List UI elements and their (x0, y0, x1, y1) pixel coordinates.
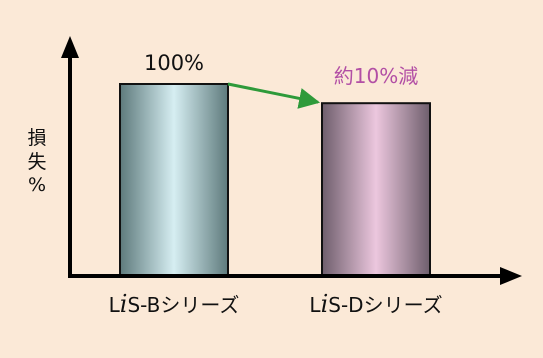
reduction-annotation: 約10%減 (334, 64, 418, 88)
y-axis-label-3: % (28, 174, 46, 196)
category-label-1-prefix: L (309, 293, 321, 317)
category-label-0-prefix: L (109, 293, 121, 317)
category-label-1-italic: i (321, 290, 329, 318)
category-label-0-suffix: S-Bシリーズ (127, 293, 239, 317)
category-label-0: LiS-Bシリーズ (109, 290, 240, 318)
y-axis-arrowhead (61, 36, 79, 58)
bar-1 (321, 102, 431, 277)
bars (119, 83, 431, 277)
category-label-1-suffix: S-Dシリーズ (328, 293, 442, 317)
x-axis-arrowhead (500, 267, 522, 285)
y-axis-label-1: 損 (27, 127, 46, 149)
data-label-bar-0: 100% (144, 51, 204, 75)
category-label-1: LiS-Dシリーズ (309, 290, 442, 318)
y-axis-label-2: 失 (27, 151, 46, 173)
bar-0 (119, 83, 229, 277)
category-label-0-italic: i (120, 290, 128, 318)
reduction-arrow (227, 82, 321, 109)
